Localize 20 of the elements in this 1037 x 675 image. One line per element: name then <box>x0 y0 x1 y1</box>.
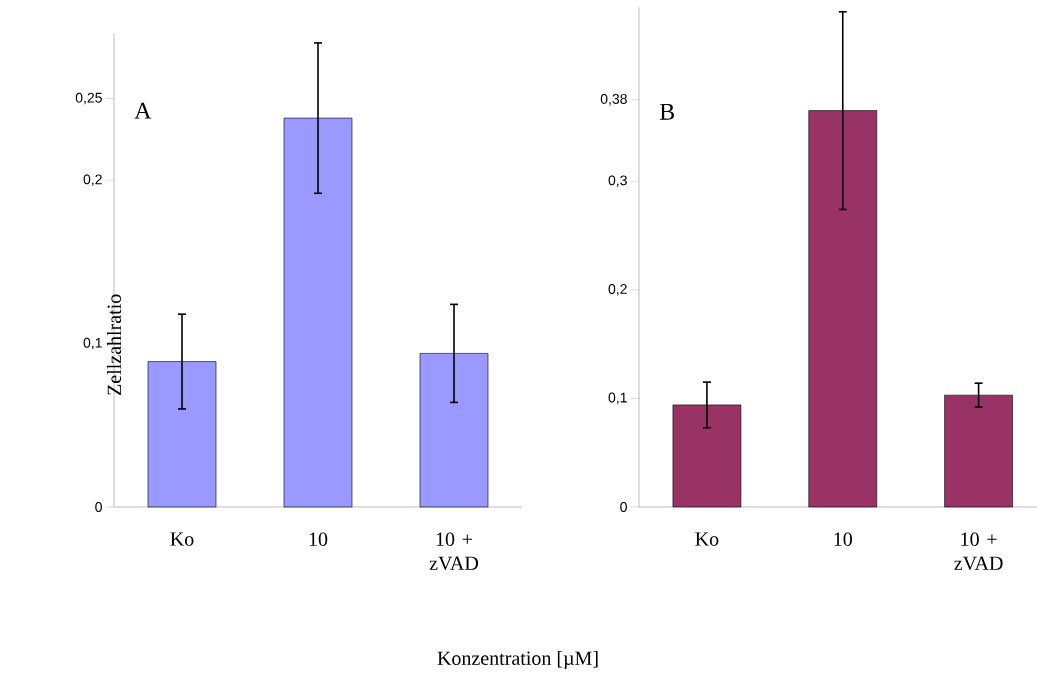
y-tick-label: 0,1 <box>83 337 102 350</box>
y-tick-label: 0,2 <box>83 174 102 186</box>
x-tick-label: Ko <box>695 532 719 546</box>
y-tick-label: 0,1 <box>608 392 627 405</box>
x-tick-label: 10 <box>834 532 852 547</box>
y-tick-label: 0,25 <box>75 92 102 105</box>
text: A <box>134 102 152 119</box>
y-tick-label: 0 <box>620 502 627 512</box>
y-tick-label: 0,2 <box>608 284 627 296</box>
x-tick-label: 10 <box>309 532 328 547</box>
text: B <box>659 103 675 120</box>
x-tick-label: Ko <box>170 532 194 546</box>
y-tick-label: 0 <box>95 502 102 512</box>
x-axis-title: Konzentration [µM] <box>437 650 598 670</box>
x-tick-label: 10 + zVAD <box>954 532 1003 571</box>
y-axis-title: Zellzahlratio <box>106 294 122 395</box>
bar <box>419 353 489 508</box>
x-tick-label: 10 + zVAD <box>429 532 479 571</box>
y-tick-label: 0,3 <box>608 175 627 187</box>
y-tick-label: 0,38 <box>600 93 627 106</box>
